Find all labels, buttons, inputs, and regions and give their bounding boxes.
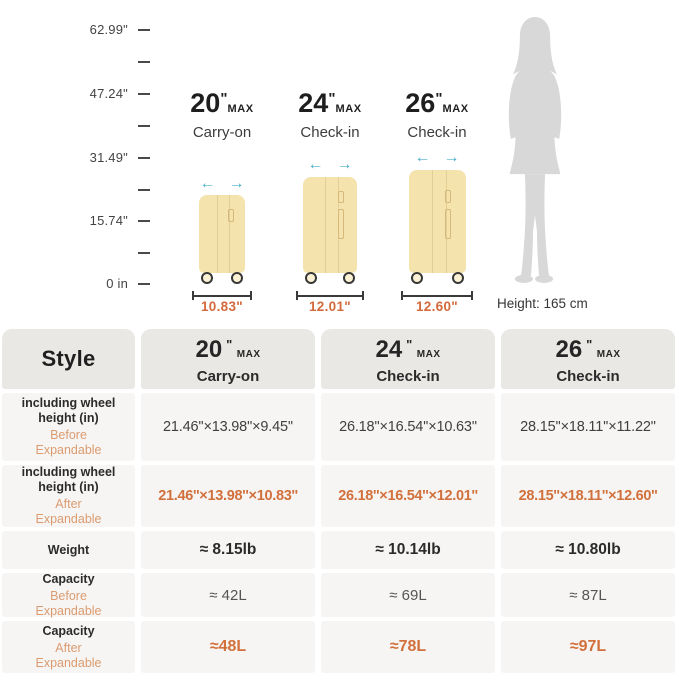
ruler-label: 31.49" (89, 150, 128, 165)
width-label-24: 12.01" (309, 299, 351, 314)
ruler-label: 47.24" (89, 86, 128, 101)
cell-20-dims-before: 21.46''×13.98''×9.45'' (141, 393, 315, 461)
wheel-icon (452, 272, 464, 284)
width-label-20: 10.83" (201, 299, 243, 314)
expand-arrows-24: ← → (268, 156, 392, 173)
expand-arrows-20: ← → (160, 175, 284, 192)
arrow-left-icon: ← (199, 175, 216, 192)
cell-20-weight: ≈ 8.15lb (141, 531, 315, 569)
handle-slot (445, 190, 452, 203)
suitcase-20-illustration (199, 195, 245, 284)
handle-slot (445, 209, 452, 239)
suitcase-20-group: 20"MAX Carry-on ← → 10.83" (160, 85, 284, 314)
expand-arrows-26: ← → (375, 149, 499, 166)
cell-24-weight: ≈ 10.14lb (321, 531, 495, 569)
width-measure-line (401, 291, 473, 300)
col-type-24: Check-in (376, 368, 440, 385)
width-measure-line (296, 291, 364, 300)
person-silhouette (508, 17, 562, 283)
ruler-label: 62.99" (89, 22, 128, 37)
size-type-24: Check-in (300, 124, 360, 141)
table-col-header-24: 24 " MAX Check-in (321, 329, 495, 389)
size-diagram: 62.99" 47.24" 31.49" 15.74" 0 in 20"MAX … (0, 0, 679, 325)
ruler-tick-icon (138, 61, 150, 63)
table-col-header-20: 20 " MAX Carry-on (141, 329, 315, 389)
cell-20-dims-after: 21.46''×13.98''×10.83'' (141, 465, 315, 527)
row-label-dims-after: including wheel height (in) After Expand… (2, 465, 135, 527)
ruler-tick-icon (138, 29, 150, 31)
cell-20-capacity-after: ≈48L (141, 621, 315, 673)
size-type-26: Check-in (407, 124, 467, 141)
row-label-capacity-before: Capacity Before Expandable (2, 572, 135, 618)
width-label-26: 12.60" (416, 299, 458, 314)
ruler-tick-icon (138, 189, 150, 191)
ruler-tick-icon (138, 157, 150, 159)
wheel-icon (231, 272, 243, 284)
wheel-icon (411, 272, 423, 284)
handle-slot (228, 209, 235, 222)
arrow-left-icon: ← (414, 149, 431, 166)
suitcase-26-group: 26"MAX Check-in ← → 12.60" (375, 85, 499, 314)
arrow-right-icon: → (443, 149, 460, 166)
cell-24-dims-before: 26.18''×16.54''×10.63'' (321, 393, 495, 461)
person-height-label: Height: 165 cm (497, 296, 588, 311)
arrow-right-icon: → (336, 156, 353, 173)
row-label-weight: Weight (2, 531, 135, 569)
col-type-26: Check-in (556, 368, 620, 385)
cell-20-capacity-before: ≈ 42L (141, 573, 315, 617)
cell-26-dims-before: 28.15''×18.11''×11.22'' (501, 393, 675, 461)
ruler-tick-icon (138, 252, 150, 254)
size-type-20: Carry-on (192, 124, 252, 141)
wheel-icon (305, 272, 317, 284)
cell-24-capacity-after: ≈78L (321, 621, 495, 673)
suitcase-24-group: 24"MAX Check-in ← → 12.01" (268, 85, 392, 314)
ruler-tick-icon (138, 220, 150, 222)
cell-26-weight: ≈ 10.80lb (501, 531, 675, 569)
suitcase-26-illustration (409, 170, 466, 284)
size-title-20: 20"MAX (190, 88, 254, 118)
row-label-dims-before: including wheel height (in) Before Expan… (2, 393, 135, 461)
table-col-header-26: 26 " MAX Check-in (501, 329, 675, 389)
spec-table: Style 20 " MAX Carry-on 24 " MAX Check-in … (2, 329, 675, 673)
ruler-tick-icon (138, 125, 150, 127)
col-type-20: Carry-on (196, 368, 260, 385)
wheel-icon (343, 272, 355, 284)
expansion-band (324, 177, 340, 273)
expansion-band (431, 170, 448, 273)
cell-26-capacity-after: ≈97L (501, 621, 675, 673)
arrow-right-icon: → (228, 175, 245, 192)
cell-26-dims-after: 28.15''×18.11''×12.60'' (501, 465, 675, 527)
ruler-label: 0 in (106, 276, 128, 291)
table-style-header: Style (2, 329, 135, 389)
cell-24-dims-after: 26.18''×16.54''×12.01'' (321, 465, 495, 527)
ruler-label: 15.74" (89, 213, 128, 228)
ruler-tick-icon (138, 93, 150, 95)
handle-slot (337, 209, 344, 239)
suitcase-24-illustration (303, 177, 357, 284)
cell-24-capacity-before: ≈ 69L (321, 573, 495, 617)
arrow-left-icon: ← (307, 156, 324, 173)
wheel-icon (201, 272, 213, 284)
size-title-24: 24"MAX (298, 88, 362, 118)
row-label-capacity-after: Capacity After Expandable (2, 621, 135, 673)
expansion-band (217, 195, 230, 273)
ruler-tick-icon (138, 283, 150, 285)
size-title-26: 26"MAX (405, 88, 469, 118)
handle-slot (337, 191, 344, 203)
width-measure-line (192, 291, 252, 300)
cell-26-capacity-before: ≈ 87L (501, 573, 675, 617)
